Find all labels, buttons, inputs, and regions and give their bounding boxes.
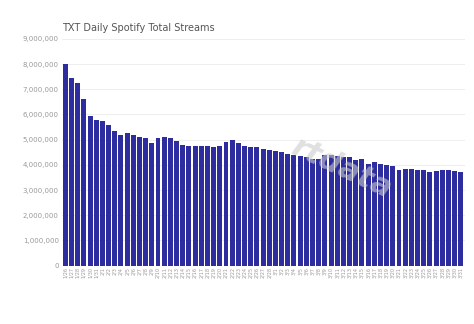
Bar bbox=[248, 147, 253, 266]
Bar bbox=[106, 124, 111, 266]
Bar bbox=[285, 154, 290, 266]
Bar bbox=[409, 169, 414, 266]
Bar bbox=[192, 146, 198, 266]
Bar bbox=[186, 146, 191, 266]
Bar bbox=[384, 165, 389, 266]
Bar bbox=[69, 78, 74, 266]
Bar bbox=[359, 158, 365, 266]
Bar bbox=[149, 144, 155, 266]
Bar bbox=[82, 99, 86, 266]
Bar bbox=[143, 138, 148, 266]
Bar bbox=[255, 147, 259, 266]
Text: TXT Daily Spotify Total Streams: TXT Daily Spotify Total Streams bbox=[62, 23, 214, 32]
Bar bbox=[335, 156, 340, 266]
Bar bbox=[328, 155, 334, 266]
Bar bbox=[125, 133, 129, 266]
Bar bbox=[224, 142, 228, 266]
Bar bbox=[218, 146, 222, 266]
Bar bbox=[397, 170, 401, 266]
Bar bbox=[304, 157, 309, 266]
Bar bbox=[180, 145, 185, 266]
Bar bbox=[378, 164, 383, 266]
Bar bbox=[391, 166, 395, 266]
Bar bbox=[242, 146, 247, 266]
Bar bbox=[440, 170, 445, 266]
Bar bbox=[421, 170, 426, 266]
Bar bbox=[75, 83, 80, 266]
Bar bbox=[112, 131, 117, 266]
Bar bbox=[428, 172, 432, 266]
Bar bbox=[372, 162, 377, 266]
Bar bbox=[137, 137, 142, 266]
Bar bbox=[353, 160, 358, 266]
Bar bbox=[230, 140, 235, 266]
Bar bbox=[458, 172, 463, 266]
Bar bbox=[100, 121, 105, 266]
Bar bbox=[88, 116, 92, 266]
Bar bbox=[162, 137, 167, 266]
Bar bbox=[347, 157, 352, 266]
Text: rtdata: rtdata bbox=[286, 133, 396, 204]
Bar bbox=[174, 141, 179, 266]
Bar bbox=[415, 170, 420, 266]
Bar bbox=[273, 151, 278, 266]
Bar bbox=[211, 147, 216, 266]
Bar bbox=[118, 135, 123, 266]
Bar bbox=[261, 148, 265, 266]
Bar bbox=[298, 156, 302, 266]
Bar bbox=[446, 170, 451, 266]
Bar bbox=[403, 169, 408, 266]
Bar bbox=[155, 138, 161, 266]
Bar bbox=[63, 64, 68, 266]
Bar bbox=[434, 171, 438, 266]
Bar bbox=[267, 150, 272, 266]
Bar bbox=[310, 158, 315, 266]
Bar bbox=[322, 155, 328, 266]
Bar bbox=[199, 146, 204, 266]
Bar bbox=[452, 171, 457, 266]
Bar bbox=[365, 164, 371, 266]
Bar bbox=[279, 152, 284, 266]
Bar bbox=[168, 138, 173, 266]
Bar bbox=[292, 155, 296, 266]
Bar bbox=[131, 135, 136, 266]
Bar bbox=[94, 120, 99, 266]
Bar bbox=[316, 158, 321, 266]
Bar bbox=[341, 157, 346, 266]
Bar bbox=[236, 144, 241, 266]
Bar bbox=[205, 146, 210, 266]
